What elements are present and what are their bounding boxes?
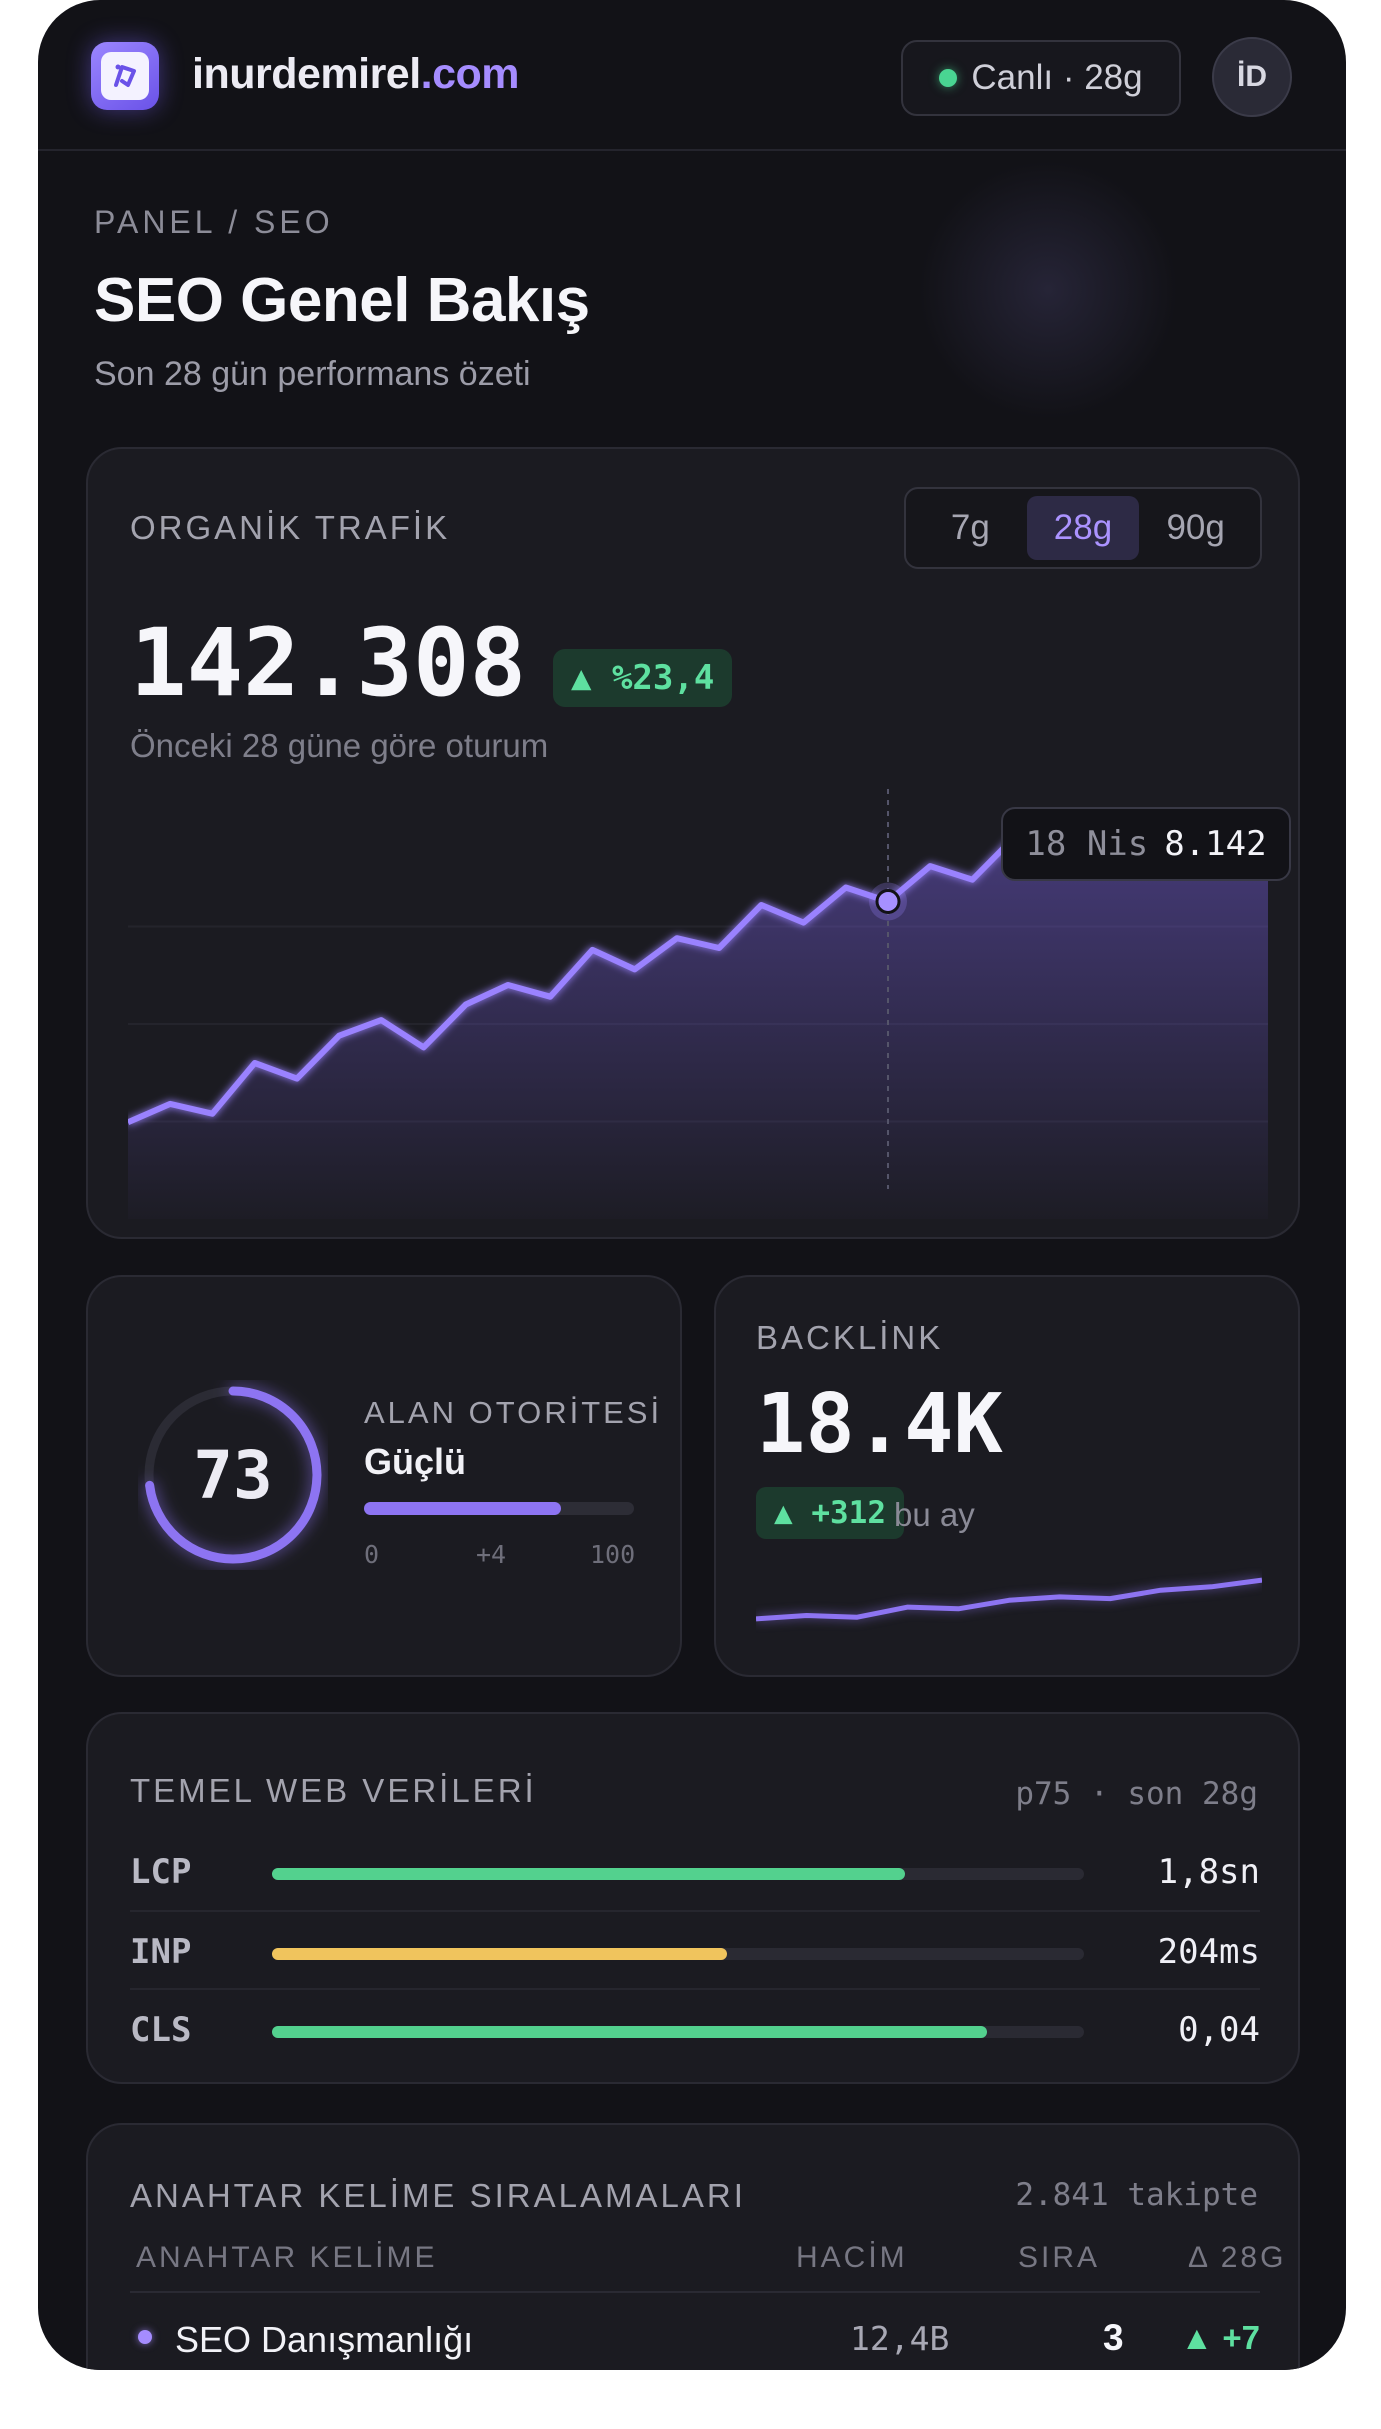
vital-row-lcp: LCP 1,8sn xyxy=(130,1832,1260,1910)
vital-value: 1,8sn xyxy=(1157,1852,1260,1892)
keyword-dot-icon xyxy=(138,2330,152,2344)
vital-fill xyxy=(272,1948,727,1960)
keyword-rank: 3 xyxy=(1103,2317,1124,2358)
authority-scale-change: +4 xyxy=(476,1540,507,1569)
keyword-volume: 12,4B xyxy=(850,2319,950,2358)
tooltip-value: 8.142 xyxy=(1164,824,1267,864)
authority-scale-min: 0 xyxy=(364,1540,380,1569)
app-screen: inurdemirel.com Canlı · 28g İD PANEL / S… xyxy=(38,0,1346,2370)
authority-progress-fill xyxy=(364,1502,562,1515)
range-28g-button[interactable]: 28g xyxy=(1026,496,1139,560)
organic-traffic-card: ORGANİK TRAFİK 7g 28g 90g 142.308 ▲ %23,… xyxy=(86,447,1300,1239)
vital-fill xyxy=(272,1868,906,1880)
logo-glyph-icon xyxy=(114,64,136,87)
live-dot-icon xyxy=(939,69,958,87)
column-header-delta[interactable]: Δ 28G xyxy=(1188,2241,1287,2274)
range-7g-button[interactable]: 7g xyxy=(950,508,990,547)
chart-tooltip: 18 Nis 8.142 xyxy=(1001,807,1291,881)
live-status-pill[interactable]: Canlı · 28g xyxy=(901,40,1181,116)
authority-label: ALAN OTORİTESİ xyxy=(364,1395,663,1430)
backlink-sparkline-line xyxy=(756,1577,1262,1622)
backlink-delta-badge: ▲ +312 xyxy=(756,1487,904,1539)
brand-domain: inurdemirel xyxy=(192,50,421,98)
user-avatar[interactable]: İD xyxy=(1212,37,1292,117)
logo-mark xyxy=(101,52,149,100)
vital-name: LCP xyxy=(130,1852,192,1892)
traffic-value: 142.308 xyxy=(130,609,527,718)
authority-ring xyxy=(144,1386,322,1564)
authority-ring-fill xyxy=(144,1386,322,1564)
authority-strength: Güçlü xyxy=(364,1441,467,1482)
vital-row-cls: CLS 0,04 xyxy=(130,1988,1260,2066)
vital-value: 0,04 xyxy=(1178,2010,1260,2050)
vital-track xyxy=(272,2026,1084,2038)
vital-name: INP xyxy=(130,1932,192,1972)
vital-name: CLS xyxy=(130,2010,192,2050)
table-header-divider xyxy=(130,2291,1260,2293)
vital-track xyxy=(272,1868,1084,1880)
breadcrumb: PANEL / SEO xyxy=(94,204,334,240)
authority-score: 73 xyxy=(193,1436,273,1514)
highlight-point[interactable] xyxy=(875,888,901,914)
site-logo-icon[interactable] xyxy=(91,42,159,110)
authority-progress-track xyxy=(364,1502,634,1515)
range-90g-button[interactable]: 90g xyxy=(1166,508,1225,547)
backlink-card: BACKLİNK 18.4K ▲ +312 bu ay xyxy=(714,1275,1300,1677)
vitals-label: TEMEL WEB VERİLERİ xyxy=(130,1772,537,1809)
vitals-meta: p75 · son 28g xyxy=(1015,1776,1258,1812)
tooltip-date: 18 Nis xyxy=(1025,824,1149,864)
traffic-delta-badge: ▲ %23,4 xyxy=(553,649,733,707)
page-subtitle: Son 28 gün performans özeti xyxy=(94,355,531,393)
table-row[interactable]: SEO Danışmanlığı 12,4B 3 ▲ +7 xyxy=(130,2293,1260,2370)
traffic-label: ORGANİK TRAFİK xyxy=(130,509,451,546)
brand-name[interactable]: inurdemirel.com xyxy=(192,50,520,99)
background-glow xyxy=(918,160,1178,420)
vital-track xyxy=(272,1948,1084,1960)
range-selector: 7g 28g 90g xyxy=(904,487,1262,569)
keywords-label: ANAHTAR KELİME SIRALAMALARI xyxy=(130,2177,746,2214)
column-header-keyword[interactable]: ANAHTAR KELİME xyxy=(136,2241,438,2274)
live-status-label: Canlı · 28g xyxy=(971,58,1143,97)
vital-value: 204ms xyxy=(1157,1932,1260,1972)
backlink-sparkline xyxy=(756,1577,1262,1622)
brand-tld: .com xyxy=(420,50,520,98)
keyword-delta: ▲ +7 xyxy=(1180,2319,1260,2356)
core-web-vitals-card: TEMEL WEB VERİLERİ p75 · son 28g LCP 1,8… xyxy=(86,1712,1300,2084)
page-title: SEO Genel Bakış xyxy=(94,266,590,335)
traffic-note: Önceki 28 güne göre oturum xyxy=(130,727,549,764)
top-bar: inurdemirel.com Canlı · 28g İD xyxy=(38,0,1346,151)
traffic-area xyxy=(128,829,1268,1219)
backlink-value: 18.4K xyxy=(756,1377,1003,1472)
vital-fill xyxy=(272,2026,987,2038)
backlink-label: BACKLİNK xyxy=(756,1319,944,1356)
vital-row-inp: INP 204ms xyxy=(130,1910,1260,1988)
column-header-volume[interactable]: HACİM xyxy=(796,2241,908,2274)
keywords-count: 2.841 takipte xyxy=(1015,2177,1258,2213)
backlink-note: bu ay xyxy=(894,1496,975,1533)
keyword-rankings-card: ANAHTAR KELİME SIRALAMALARI 2.841 takipt… xyxy=(86,2123,1300,2370)
column-header-rank[interactable]: SIRA xyxy=(1018,2241,1101,2274)
keyword-name: SEO Danışmanlığı xyxy=(175,2319,474,2360)
authority-scale-max: 100 xyxy=(590,1540,636,1569)
domain-authority-card: 73 ALAN OTORİTESİ Güçlü 0 +4 100 xyxy=(86,1275,682,1677)
